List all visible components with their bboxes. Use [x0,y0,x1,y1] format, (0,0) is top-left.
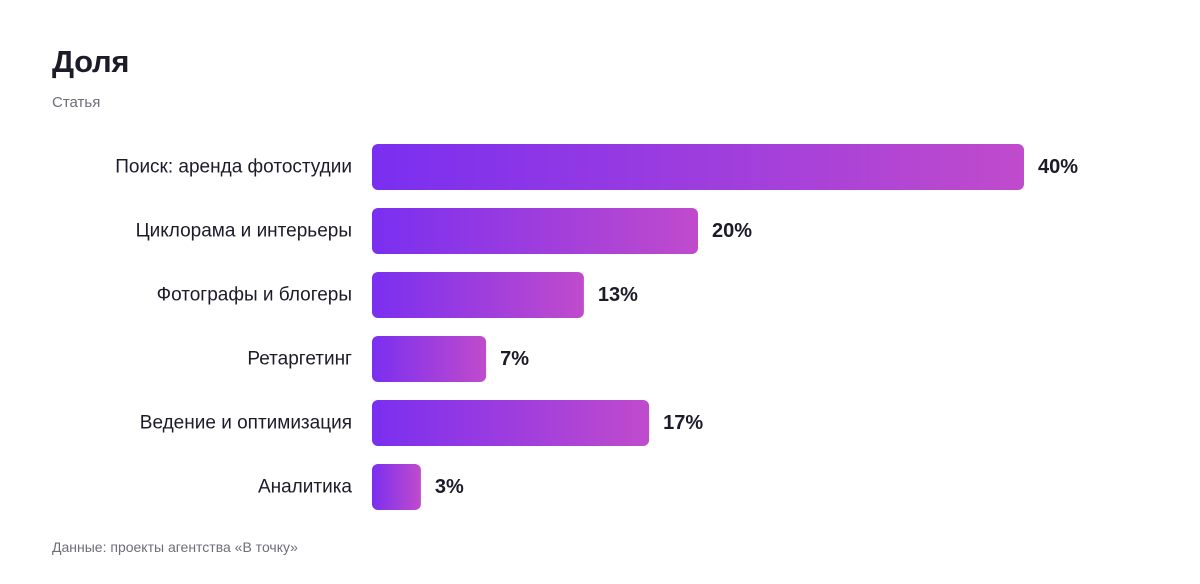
bar [372,208,698,254]
chart-subtitle: Статья [52,94,101,111]
value-label: 13% [598,284,638,306]
category-label: Фотографы и блогеры [157,285,352,306]
category-label: Ретаргетинг [247,349,352,370]
value-label: 20% [712,220,752,242]
bar [372,464,421,510]
bars-layer: Поиск: аренда фотостудии 40% Циклорама и и… [115,144,1078,510]
bar [372,144,1024,190]
bar [372,336,487,382]
value-label: 7% [500,348,529,370]
category-label: Ведение и оптимизация [140,413,352,434]
category-label: Циклорама и интерьеры [136,221,352,242]
bar [372,400,650,446]
category-label: Аналитика [258,477,352,498]
category-label: Поиск: аренда фотостудии [115,157,352,178]
bar [372,272,584,318]
value-label: 17% [663,412,703,434]
chart-title: Доля [52,44,130,79]
value-label: 40% [1038,156,1078,178]
data-source-note: Данные: проекты агентства «В точку» [52,539,298,555]
value-label: 3% [435,476,464,498]
